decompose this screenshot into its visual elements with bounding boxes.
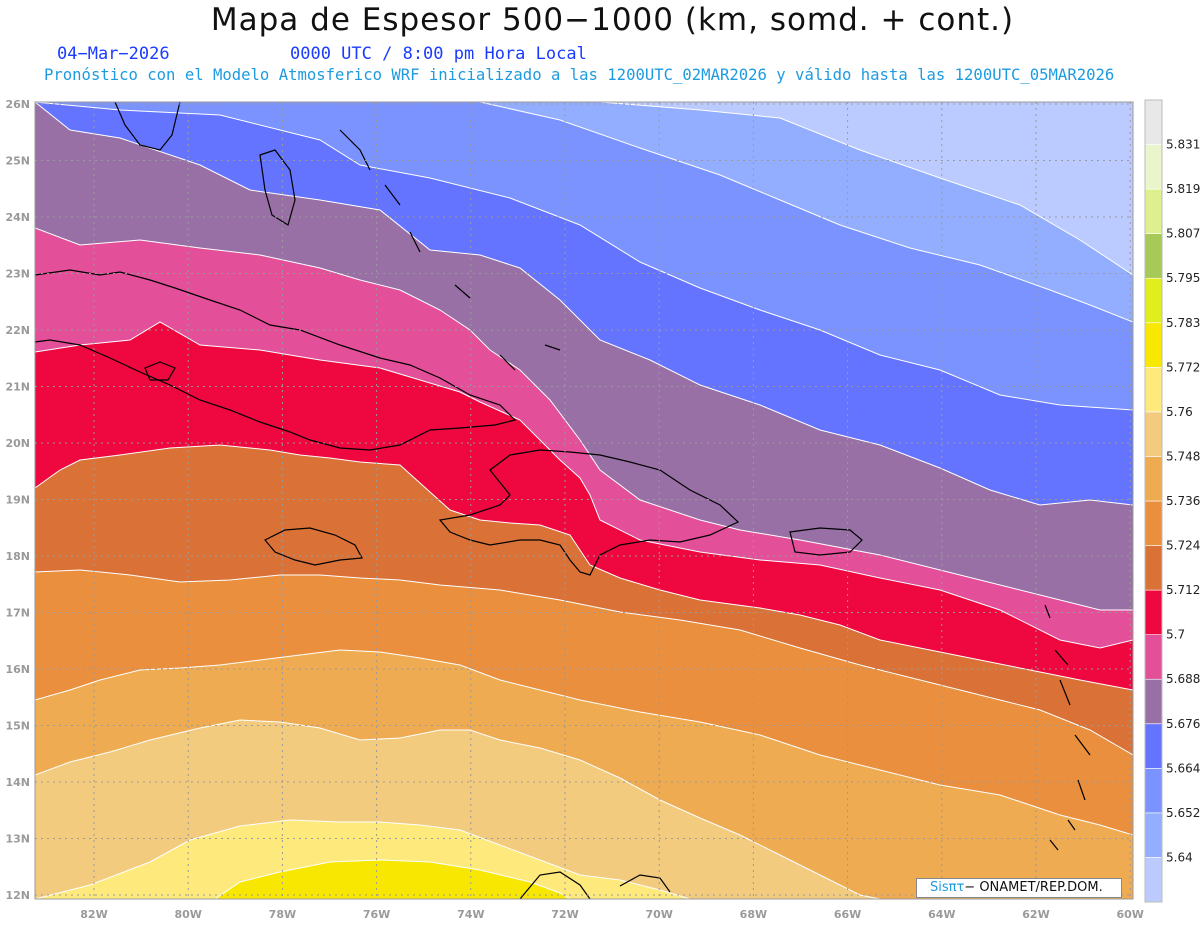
bahamas-andros — [259, 149, 296, 226]
colorbar-frame — [1144, 99, 1163, 903]
isla-juventud-coast — [144, 361, 176, 381]
latitude-labels: 12N 13N 14N 15N 16N 17N 18N 19N 20N 21N 22N 23N 24N 2… — [5, 98, 30, 902]
lat-tick-label: 17N — [5, 607, 30, 620]
colorbar-level-label: 5.831 — [1166, 138, 1200, 152]
forecast-time: 0000 UTC / 8:00 pm Hora Local — [290, 44, 587, 64]
credit-text: − ONAMET/REP.DOM. — [964, 880, 1103, 895]
plot-frame — [34, 101, 1134, 900]
cuba-coast — [35, 269, 517, 451]
colorbar-level-label: 5.736 — [1166, 494, 1200, 508]
south-america-coast — [519, 871, 671, 899]
forecast-subtitle: Pronóstico con el Modelo Atmosferico WRF… — [44, 66, 1115, 84]
lon-tick-label: 60W — [1116, 908, 1143, 921]
lat-tick-label: 16N — [5, 663, 30, 676]
lat-tick-label: 21N — [5, 381, 30, 394]
colorbar-swatch — [1144, 812, 1163, 858]
colorbar-swatch — [1144, 500, 1163, 546]
map-title: Mapa de Espesor 500−1000 (km, somd. + co… — [210, 2, 1015, 38]
colorbar-level-label: 5.688 — [1166, 672, 1200, 686]
colorbar-swatch — [1144, 589, 1163, 635]
lat-lon-grid — [35, 102, 1133, 899]
longitude-labels: 82W 80W 78W 76W 74W 72W 70W 68W 66W 64W 62W 60W — [80, 908, 1144, 921]
colorbar-swatch — [1144, 545, 1163, 591]
hispaniola-coast — [438, 449, 740, 576]
colorbar-level-label: 5.64 — [1166, 850, 1193, 864]
colorbar-swatch — [1144, 233, 1163, 279]
colorbar-level-label: 5.676 — [1166, 717, 1200, 731]
lat-tick-label: 23N — [5, 268, 30, 281]
colorbar-swatch — [1144, 99, 1163, 145]
credit-box: Sisπτ− ONAMET/REP.DOM. — [916, 878, 1122, 898]
lon-tick-label: 70W — [645, 908, 672, 921]
colorbar-level-label: 5.783 — [1166, 316, 1200, 330]
forecast-date: 04−Mar−2026 — [57, 44, 170, 64]
lon-tick-label: 66W — [834, 908, 861, 921]
colorbar-level-label: 5.7 — [1166, 628, 1185, 642]
lat-tick-label: 13N — [5, 833, 30, 846]
lat-tick-label: 12N — [5, 889, 30, 902]
colorbar-swatch — [1144, 857, 1163, 903]
lat-tick-label: 18N — [5, 550, 30, 563]
puerto-rico-coast — [789, 527, 863, 556]
colorbar-level-label: 5.795 — [1166, 271, 1200, 285]
florida-coast — [114, 102, 181, 151]
credit-brand: Sisπτ — [930, 880, 965, 895]
colorbar-swatch — [1144, 322, 1163, 368]
colorbar-swatch — [1144, 456, 1163, 502]
colorbar-level-label: 5.819 — [1166, 182, 1200, 196]
lat-tick-label: 25N — [5, 155, 30, 168]
lon-tick-label: 82W — [80, 908, 107, 921]
bahamas-islands — [339, 129, 561, 371]
colorbar-level-label: 5.724 — [1166, 539, 1200, 553]
lon-tick-label: 72W — [551, 908, 578, 921]
colorbar-level-label: 5.807 — [1166, 227, 1200, 241]
colorbar-swatch — [1144, 634, 1163, 680]
lon-tick-label: 68W — [740, 908, 767, 921]
band-yellow-light — [35, 819, 691, 899]
lon-tick-label: 78W — [269, 908, 296, 921]
lat-tick-label: 15N — [5, 720, 30, 733]
lesser-antilles — [1044, 604, 1091, 851]
thickness-fill-bands — [35, 102, 1133, 899]
colorbar-swatch — [1144, 768, 1163, 814]
colorbar-swatch — [1144, 723, 1163, 769]
colorbar-swatch — [1144, 367, 1163, 413]
colorbar-swatch — [1144, 188, 1163, 234]
colorbar-level-label: 5.748 — [1166, 449, 1200, 463]
colorbar-level-label: 5.772 — [1166, 360, 1200, 374]
colorbar-swatch — [1144, 277, 1163, 324]
colorbar-level-label: 5.664 — [1166, 761, 1200, 775]
lat-tick-label: 19N — [5, 494, 30, 507]
colorbar-level-label: 5.712 — [1166, 583, 1200, 597]
colorbar-swatch — [1144, 411, 1163, 457]
lon-tick-label: 76W — [363, 908, 390, 921]
jamaica-coast — [264, 527, 363, 566]
colorbar-level-label: 5.652 — [1166, 806, 1200, 820]
lat-tick-label: 22N — [5, 324, 30, 337]
lon-tick-label: 64W — [928, 908, 955, 921]
lat-tick-label: 26N — [5, 98, 30, 111]
lon-tick-label: 62W — [1022, 908, 1049, 921]
lon-tick-label: 74W — [457, 908, 484, 921]
lat-tick-label: 14N — [5, 776, 30, 789]
colorbar-swatch — [1144, 678, 1163, 725]
colorbar-swatch — [1144, 144, 1163, 190]
lon-tick-label: 80W — [174, 908, 201, 921]
lat-tick-label: 20N — [5, 437, 30, 450]
colorbar: 5.64 5.652 5.664 5.676 5.688 5.7 5.712 5.724 5.7… — [1144, 99, 1200, 903]
lat-tick-label: 24N — [5, 211, 30, 224]
colorbar-level-label: 5.76 — [1166, 405, 1193, 419]
coastlines — [35, 102, 1091, 899]
